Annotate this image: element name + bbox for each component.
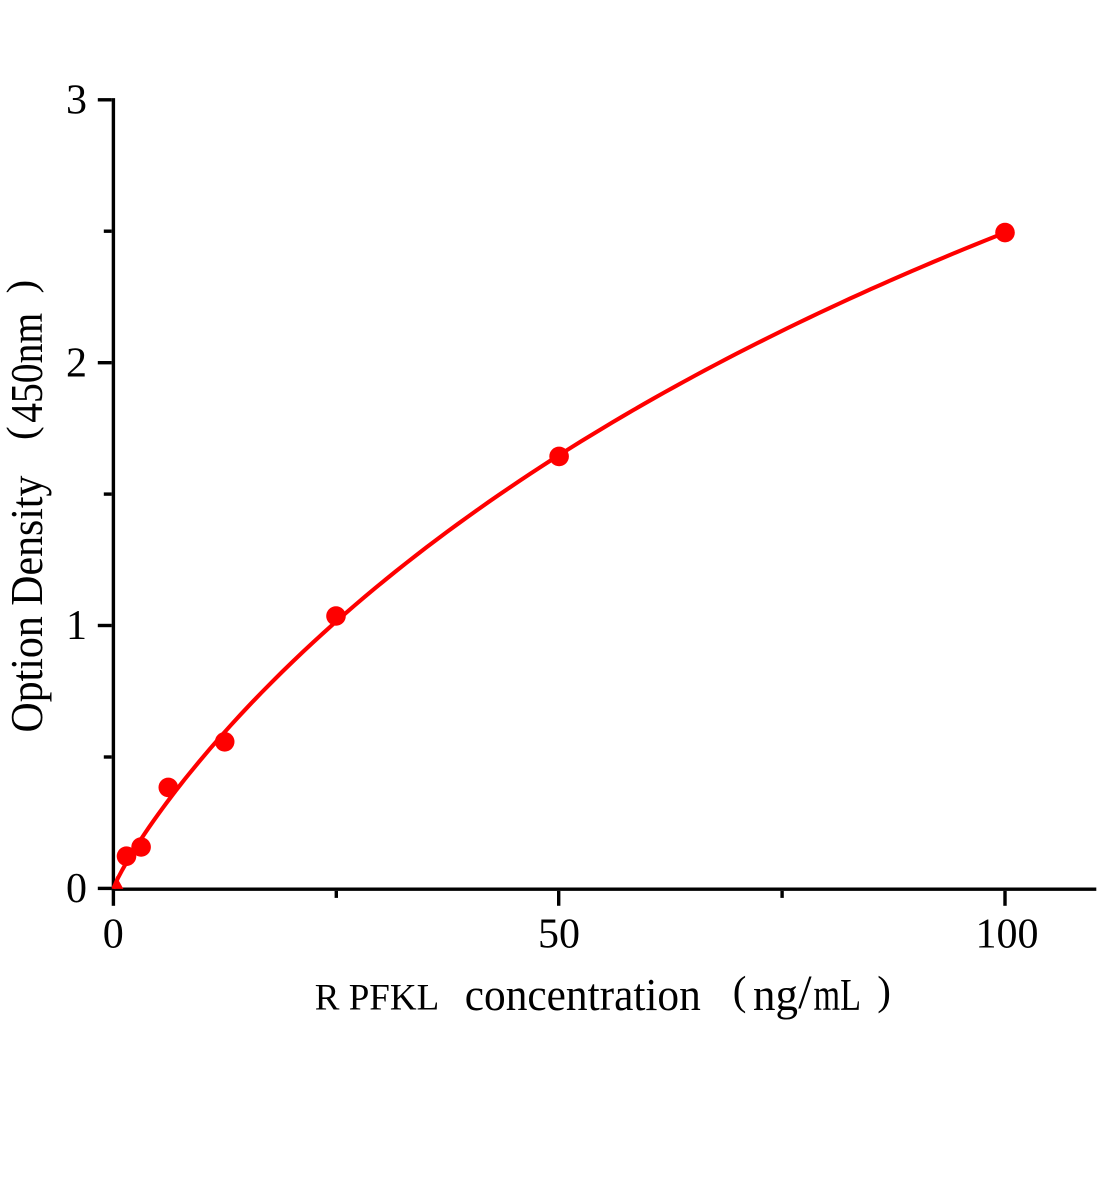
svg-text:3: 3 xyxy=(66,78,87,124)
svg-text:0: 0 xyxy=(103,912,124,958)
svg-text:concentration: concentration xyxy=(465,969,701,1020)
svg-text:(: ( xyxy=(733,967,747,1013)
svg-text:): ) xyxy=(877,967,891,1013)
svg-text:(: ( xyxy=(0,426,44,440)
svg-text:ng: ng xyxy=(753,969,798,1020)
svg-text:1: 1 xyxy=(66,603,87,649)
svg-text:/: / xyxy=(798,966,812,1019)
svg-text:0: 0 xyxy=(66,866,87,912)
svg-text:Option Density: Option Density xyxy=(1,476,52,733)
svg-text:R PFKL: R PFKL xyxy=(315,978,439,1019)
svg-text:100: 100 xyxy=(976,912,1039,958)
svg-text:): ) xyxy=(0,280,44,294)
svg-text:mL: mL xyxy=(814,969,862,1020)
svg-text:2: 2 xyxy=(66,340,87,386)
svg-text:450nm: 450nm xyxy=(1,313,52,423)
svg-text:50: 50 xyxy=(538,912,580,958)
